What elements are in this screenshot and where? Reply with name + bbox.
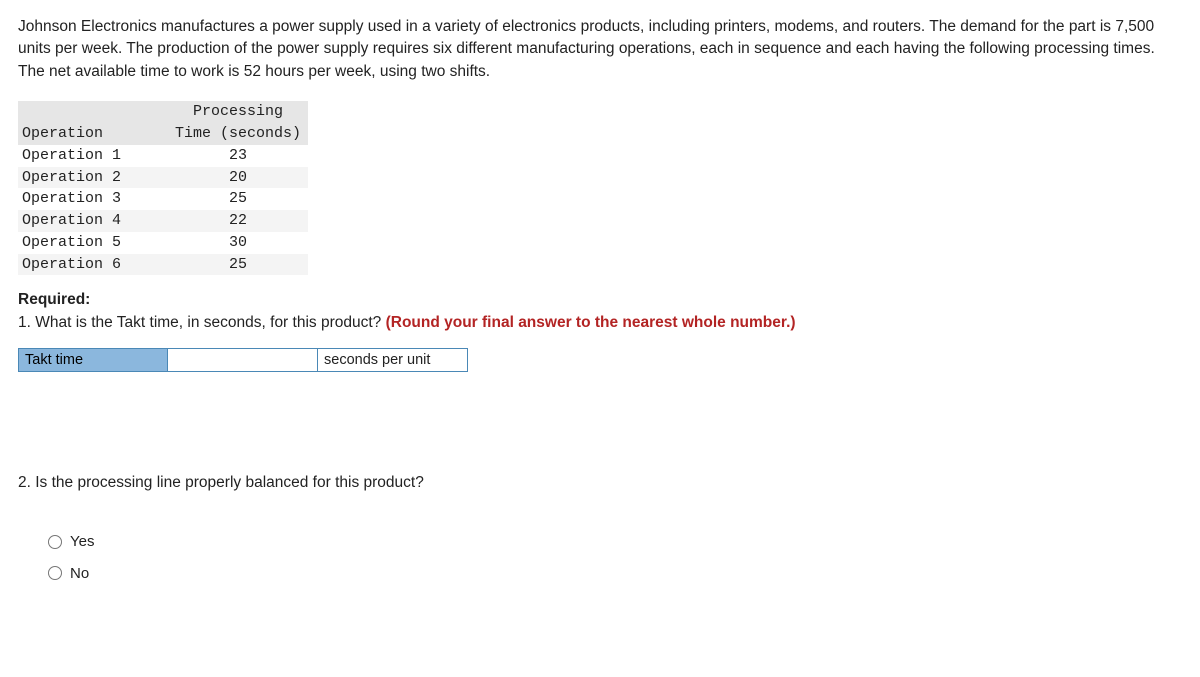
op-label: Operation 2	[18, 167, 168, 189]
op-label: Operation 5	[18, 232, 168, 254]
takt-time-input[interactable]	[168, 348, 318, 372]
table-row: Operation 2 20	[18, 167, 308, 189]
answer-row: Takt time seconds per unit	[18, 348, 1182, 372]
radio-yes-input[interactable]	[48, 535, 62, 549]
table-row: Operation 5 30	[18, 232, 308, 254]
op-label: Operation 6	[18, 254, 168, 276]
radio-no-input[interactable]	[48, 566, 62, 580]
problem-statement: Johnson Electronics manufactures a power…	[18, 16, 1182, 83]
op-time: 22	[168, 210, 308, 232]
radio-option-yes[interactable]: Yes	[48, 531, 1182, 553]
op-time: 25	[168, 254, 308, 276]
takt-time-label: Takt time	[18, 348, 168, 372]
op-time: 23	[168, 145, 308, 167]
op-time: 25	[168, 188, 308, 210]
table-row: Operation 3 25	[18, 188, 308, 210]
takt-time-unit: seconds per unit	[318, 348, 468, 372]
table-row: Operation 6 25	[18, 254, 308, 276]
table-row: Operation 4 22	[18, 210, 308, 232]
table-header-line2: Time (seconds)	[168, 123, 308, 145]
op-time: 30	[168, 232, 308, 254]
table-header-operation: Operation	[18, 123, 168, 145]
radio-yes-label: Yes	[70, 531, 94, 553]
question-1-text: 1. What is the Takt time, in seconds, fo…	[18, 314, 386, 331]
op-label: Operation 3	[18, 188, 168, 210]
answer-radio-group: Yes No	[48, 531, 1182, 585]
op-time: 20	[168, 167, 308, 189]
table-header-line1: Processing	[168, 101, 308, 123]
question-2-text: 2. Is the processing line properly balan…	[18, 472, 1182, 494]
table-row: Operation 1 23	[18, 145, 308, 167]
required-label: Required:	[18, 291, 90, 308]
radio-no-label: No	[70, 563, 89, 585]
op-label: Operation 4	[18, 210, 168, 232]
operations-table: Processing Operation Time (seconds) Oper…	[18, 101, 308, 275]
op-label: Operation 1	[18, 145, 168, 167]
question-1-instruction: (Round your final answer to the nearest …	[386, 314, 796, 331]
radio-option-no[interactable]: No	[48, 563, 1182, 585]
